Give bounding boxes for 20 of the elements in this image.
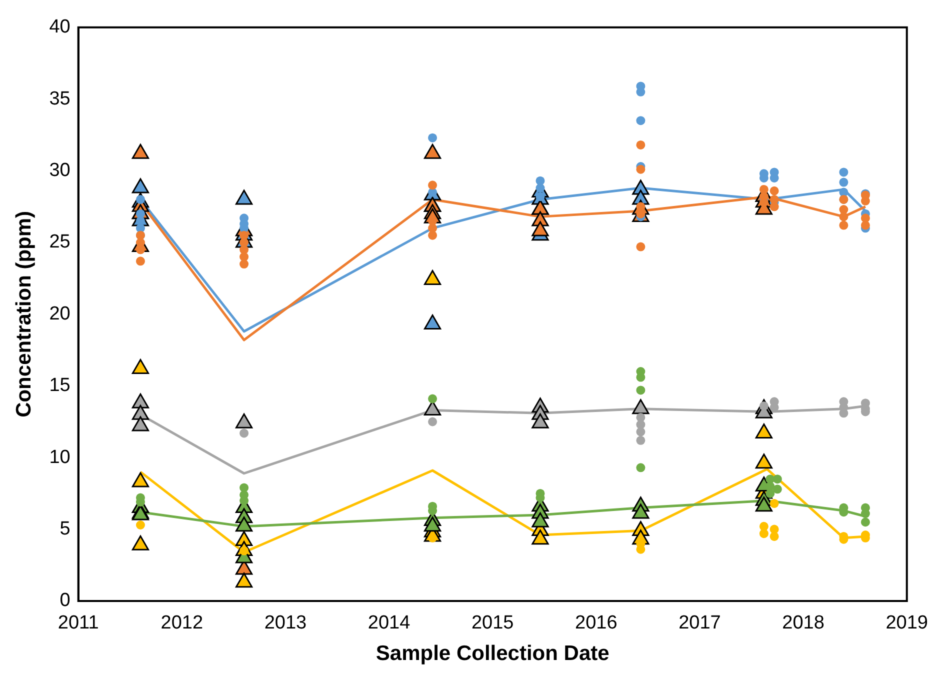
y-tick-label: 40 xyxy=(49,16,70,38)
y-tick-label: 20 xyxy=(49,303,70,324)
x-tick-label: 2019 xyxy=(886,612,928,634)
y-tick-label: 15 xyxy=(49,375,70,396)
x-axis-title: Sample Collection Date xyxy=(376,642,610,666)
y-tick-label: 35 xyxy=(49,88,70,110)
y-tick-label: 0 xyxy=(60,590,70,612)
y-tick-label: 5 xyxy=(60,518,70,540)
x-tick-label: 2012 xyxy=(160,612,204,634)
x-tick-label: 2017 xyxy=(678,612,721,634)
x-tick-label: 2013 xyxy=(264,612,307,634)
x-tick-label: 2014 xyxy=(368,612,411,634)
x-tick-label: 2018 xyxy=(782,612,824,634)
y-axis-title: Concentration (ppm) xyxy=(12,210,36,418)
y-tick-label: 30 xyxy=(49,160,70,182)
y-tick-label: 10 xyxy=(49,446,70,468)
x-tick-label: 2016 xyxy=(575,612,618,634)
x-tick-label: 2015 xyxy=(471,612,514,634)
x-tick-label: 2011 xyxy=(58,612,99,634)
y-tick-label: 25 xyxy=(49,232,70,253)
